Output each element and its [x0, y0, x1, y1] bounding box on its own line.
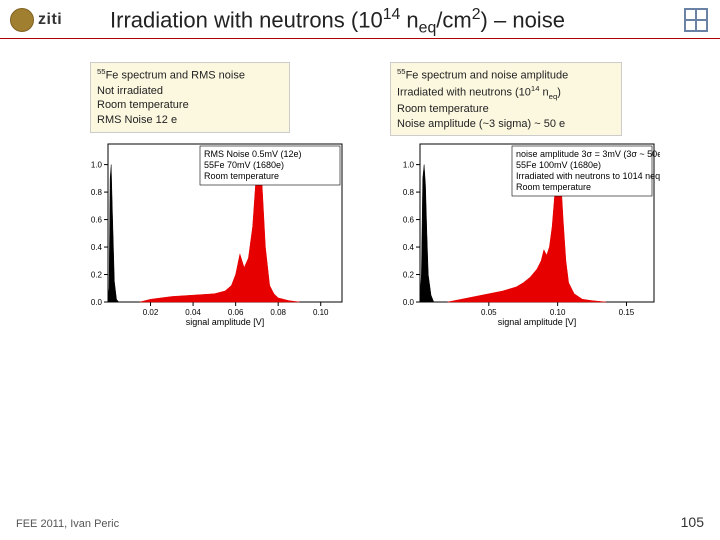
- svg-text:Room temperature: Room temperature: [516, 182, 591, 192]
- note-right-line2: Irradiated with neutrons (1014 neq): [397, 84, 615, 102]
- svg-text:0.8: 0.8: [91, 188, 103, 197]
- title-sup2: 2: [472, 6, 481, 23]
- svg-text:noise amplitude 3σ = 3mV (3σ ~: noise amplitude 3σ = 3mV (3σ ~ 50e): [516, 149, 660, 159]
- svg-text:1.0: 1.0: [91, 161, 103, 170]
- svg-text:0.2: 0.2: [91, 271, 103, 280]
- svg-text:0.4: 0.4: [403, 243, 415, 252]
- svg-text:RMS Noise 0.5mV (12e): RMS Noise 0.5mV (12e): [204, 149, 302, 159]
- note-right-l2-pre: Irradiated with neutrons (10: [397, 86, 531, 98]
- svg-text:0.0: 0.0: [403, 298, 415, 307]
- svg-text:1.0: 1.0: [403, 161, 415, 170]
- chart-right: 0.0 0.2 0.4 0.6 0.8 1.0 0.05 0.10 0.15 signal amp…: [390, 138, 660, 328]
- divider: [0, 38, 720, 39]
- title-prefix: Irradiation with neutrons (10: [110, 7, 383, 32]
- note-left: 55Fe spectrum and RMS noise Not irradiat…: [90, 62, 290, 133]
- svg-text:0.04: 0.04: [185, 308, 201, 317]
- note-right-l2-sub: eq: [549, 91, 558, 100]
- logo-right-icon: [684, 8, 708, 32]
- note-right-l2-mid: n: [539, 86, 548, 98]
- topbar: ziti Irradiation with neutrons (1014 neq…: [0, 0, 720, 40]
- svg-text:signal amplitude [V]: signal amplitude [V]: [498, 317, 577, 327]
- svg-text:0.08: 0.08: [270, 308, 286, 317]
- title-sup1: 14: [383, 6, 401, 23]
- chart-left-svg: 0.0 0.2 0.4 0.6 0.8 1.0 0.02 0.04 0.06 0.08 0.10 si…: [78, 138, 348, 328]
- title-sub1: eq: [419, 20, 437, 37]
- svg-text:0.6: 0.6: [91, 216, 103, 225]
- note-right: 55Fe spectrum and noise amplitude Irradi…: [390, 62, 622, 136]
- note-left-line3: Room temperature: [97, 98, 283, 113]
- slide: ziti Irradiation with neutrons (1014 neq…: [0, 0, 720, 540]
- svg-text:0.6: 0.6: [403, 216, 415, 225]
- logo-text: ziti: [38, 11, 62, 29]
- page-number: 105: [681, 514, 704, 530]
- svg-text:0.15: 0.15: [619, 308, 635, 317]
- note-right-l1-rest: Fe spectrum and noise amplitude: [406, 70, 569, 82]
- note-right-line3: Room temperature: [397, 102, 615, 117]
- title-suffix: ) – noise: [481, 7, 565, 32]
- note-left-l1-rest: Fe spectrum and RMS noise: [106, 70, 245, 82]
- svg-text:0.02: 0.02: [143, 308, 159, 317]
- svg-text:Room temperature: Room temperature: [204, 171, 279, 181]
- badge-icon: [10, 8, 34, 32]
- note-right-line1: 55Fe spectrum and noise amplitude: [397, 67, 615, 84]
- title-mid2: /cm: [436, 7, 471, 32]
- note-left-line4: RMS Noise 12 e: [97, 113, 283, 128]
- svg-text:0.06: 0.06: [228, 308, 244, 317]
- svg-text:0.05: 0.05: [481, 308, 497, 317]
- svg-text:0.0: 0.0: [91, 298, 103, 307]
- title-mid1: n: [400, 7, 418, 32]
- svg-text:0.4: 0.4: [91, 243, 103, 252]
- svg-text:55Fe 70mV (1680e): 55Fe 70mV (1680e): [204, 160, 284, 170]
- chart-left: 0.0 0.2 0.4 0.6 0.8 1.0 0.02 0.04 0.06 0.08 0.10 si…: [78, 138, 348, 328]
- svg-text:Irradiated with neutrons to 10: Irradiated with neutrons to 1014 neq: [516, 171, 660, 181]
- logo-left: ziti: [10, 8, 62, 32]
- svg-text:0.2: 0.2: [403, 271, 415, 280]
- page-title: Irradiation with neutrons (1014 neq/cm2)…: [110, 6, 660, 38]
- note-left-line1: 55Fe spectrum and RMS noise: [97, 67, 283, 84]
- svg-text:0.8: 0.8: [403, 188, 415, 197]
- note-right-l1-sup: 55: [397, 67, 406, 76]
- note-left-line2: Not irradiated: [97, 84, 283, 99]
- chart-right-svg: 0.0 0.2 0.4 0.6 0.8 1.0 0.05 0.10 0.15 signal amp…: [390, 138, 660, 328]
- note-left-l1-sup: 55: [97, 67, 106, 76]
- svg-text:signal amplitude [V]: signal amplitude [V]: [186, 317, 265, 327]
- note-right-line4: Noise amplitude (~3 sigma) ~ 50 e: [397, 117, 615, 132]
- svg-text:0.10: 0.10: [313, 308, 329, 317]
- footer-left: FEE 2011, Ivan Peric: [16, 518, 119, 530]
- note-right-l2-end: ): [557, 86, 561, 98]
- svg-text:0.10: 0.10: [550, 308, 566, 317]
- svg-text:55Fe 100mV (1680e): 55Fe 100mV (1680e): [516, 160, 601, 170]
